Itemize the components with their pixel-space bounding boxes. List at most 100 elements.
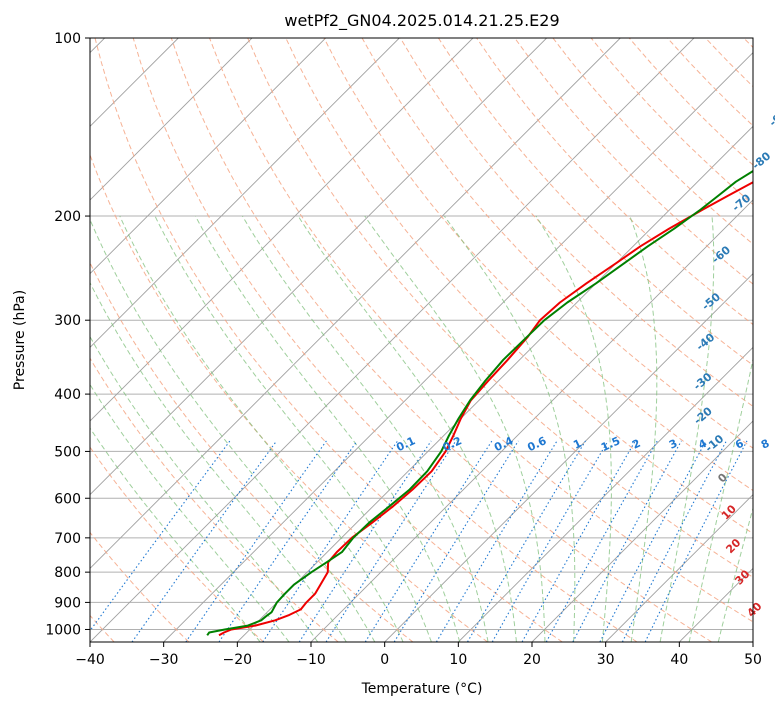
dry-adiabat-19 bbox=[590, 38, 753, 206]
mixing-ratio-line-1 bbox=[131, 440, 278, 642]
x-tick-label-5: 10 bbox=[449, 652, 467, 668]
isotherm-23 bbox=[752, 641, 753, 642]
dry-adiabat-label-8: -20 bbox=[691, 404, 715, 427]
dry-adiabat-21 bbox=[667, 38, 753, 127]
isotherm-15 bbox=[163, 52, 753, 642]
y-tick-label-9: 1000 bbox=[45, 622, 81, 638]
dry-adiabat-18 bbox=[552, 38, 753, 245]
dry-adiabat-4 bbox=[90, 261, 414, 642]
mixing-ratio-line-12 bbox=[521, 440, 636, 642]
moist-adiabat-7 bbox=[194, 215, 461, 642]
mixing-ratio-line-2 bbox=[185, 440, 327, 642]
y-tick-label-0: 100 bbox=[54, 31, 81, 47]
isotherm-18 bbox=[384, 273, 753, 642]
moist-adiabat-9 bbox=[297, 215, 517, 642]
dry-adiabat-15 bbox=[437, 38, 753, 366]
mixing-ratio-line-9 bbox=[435, 440, 558, 642]
dry-adiabat-3 bbox=[90, 357, 339, 642]
dry-adiabat-8 bbox=[170, 38, 712, 642]
y-tick-label-2: 300 bbox=[54, 313, 81, 329]
dry-adiabat-1 bbox=[90, 531, 190, 642]
plot-frame bbox=[89, 37, 754, 643]
mixing-ratio-line-5 bbox=[298, 440, 432, 642]
mixing-ratio-line-10 bbox=[467, 440, 586, 642]
dry-adiabat-5 bbox=[90, 153, 488, 642]
x-tick-label-0: −40 bbox=[75, 652, 105, 668]
x-tick-label-3: −10 bbox=[296, 652, 326, 668]
mixing-ratio-line-0 bbox=[90, 440, 231, 632]
isotherm-8 bbox=[90, 38, 253, 201]
line-labels: -100-90-80-70-60-50-40-30-20-100.10.20.4… bbox=[394, 106, 775, 619]
profile-series-0 bbox=[218, 181, 753, 637]
y-tick-label-6: 700 bbox=[54, 531, 81, 547]
x-axis-ticks: −40 −30 −20 −10 0 10 20 30 40 50 bbox=[75, 642, 762, 668]
mixing-ratio-line-13 bbox=[545, 440, 658, 642]
x-tick-label-8: 40 bbox=[670, 652, 688, 668]
isotherm-14 bbox=[90, 38, 695, 642]
y-tick-label-4: 500 bbox=[54, 444, 81, 460]
moist-adiabat-5 bbox=[119, 215, 404, 642]
isotherm-21 bbox=[605, 494, 753, 642]
dry-adiabat-label-3: -70 bbox=[730, 191, 754, 214]
moist-adiabat-2 bbox=[90, 335, 319, 642]
isotherm-10 bbox=[90, 38, 400, 348]
isotherm-12 bbox=[90, 38, 547, 496]
isotherm-19 bbox=[458, 346, 753, 642]
mixing-ratio-label-10: 8 bbox=[759, 437, 771, 452]
dry-adiabat-7 bbox=[132, 38, 638, 642]
isotherm-9 bbox=[90, 38, 326, 275]
dry-adiabat-label-5: -50 bbox=[699, 290, 723, 313]
isotherm-11 bbox=[90, 38, 474, 422]
background-lines bbox=[90, 38, 753, 642]
moist-adiabat-14 bbox=[659, 215, 715, 642]
x-tick-label-7: 30 bbox=[597, 652, 615, 668]
moist-adiabat-12 bbox=[535, 215, 612, 642]
x-tick-label-6: 20 bbox=[523, 652, 541, 668]
profile-lines bbox=[206, 169, 753, 637]
mixing-ratio-label-7: 3 bbox=[667, 437, 679, 452]
dry-adiabat-9 bbox=[209, 38, 753, 623]
dry-adiabat-17 bbox=[514, 38, 753, 285]
y-tick-label-3: 400 bbox=[54, 387, 81, 403]
mixing-ratio-line-7 bbox=[364, 440, 493, 642]
moist-adiabat-label-0: 0 bbox=[715, 471, 730, 486]
moist-adiabat-8 bbox=[241, 215, 489, 642]
y-axis-label: Pressure (hPa) bbox=[12, 290, 28, 390]
x-tick-label-2: −20 bbox=[223, 652, 253, 668]
chart-title: wetPf2_GN04.2025.014.21.25.E29 bbox=[284, 11, 559, 31]
dry-adiabat-23 bbox=[743, 38, 753, 49]
y-tick-label-8: 900 bbox=[54, 595, 81, 611]
moist-adiabat-label-1: 10 bbox=[719, 502, 739, 522]
mixing-ratio-label-6: 2 bbox=[630, 437, 642, 452]
moist-adiabat-4 bbox=[90, 218, 376, 642]
dry-adiabat-14 bbox=[399, 38, 753, 408]
isotherm-16 bbox=[237, 125, 753, 642]
moist-adiabat-6 bbox=[154, 215, 432, 642]
moist-adiabat-15 bbox=[688, 356, 753, 642]
x-axis-label: Temperature (°C) bbox=[361, 681, 483, 697]
y-axis-ticks: 100 200 300 400 500 600 700 800 900 1000 bbox=[45, 31, 90, 638]
mixing-ratio-line-6 bbox=[325, 440, 457, 642]
moist-adiabat-0 bbox=[90, 427, 261, 642]
isotherm-20 bbox=[531, 420, 753, 642]
moist-adiabat-1 bbox=[90, 383, 290, 642]
mixing-ratio-line-14 bbox=[572, 440, 682, 642]
dry-adiabat-12 bbox=[323, 38, 753, 492]
y-tick-label-7: 800 bbox=[54, 565, 81, 581]
dry-adiabat-label-4: -60 bbox=[709, 243, 733, 266]
mixing-ratio-line-11 bbox=[491, 440, 609, 642]
moist-adiabat-11 bbox=[443, 215, 576, 642]
y-tick-label-1: 200 bbox=[54, 209, 81, 225]
mixing-ratio-line-4 bbox=[262, 440, 399, 642]
x-tick-label-4: 0 bbox=[380, 652, 389, 668]
mixing-ratio-line-17 bbox=[644, 440, 748, 642]
moist-adiabat-10 bbox=[364, 215, 546, 642]
isotherm-13 bbox=[90, 38, 621, 569]
dry-adiabat-10 bbox=[247, 38, 753, 578]
y-tick-label-5: 600 bbox=[54, 491, 81, 507]
moist-adiabat-label-3: 30 bbox=[732, 567, 752, 587]
moist-adiabat-3 bbox=[90, 281, 347, 642]
x-tick-label-1: −30 bbox=[149, 652, 179, 668]
dry-adiabat-label-1: -90 bbox=[767, 106, 775, 129]
